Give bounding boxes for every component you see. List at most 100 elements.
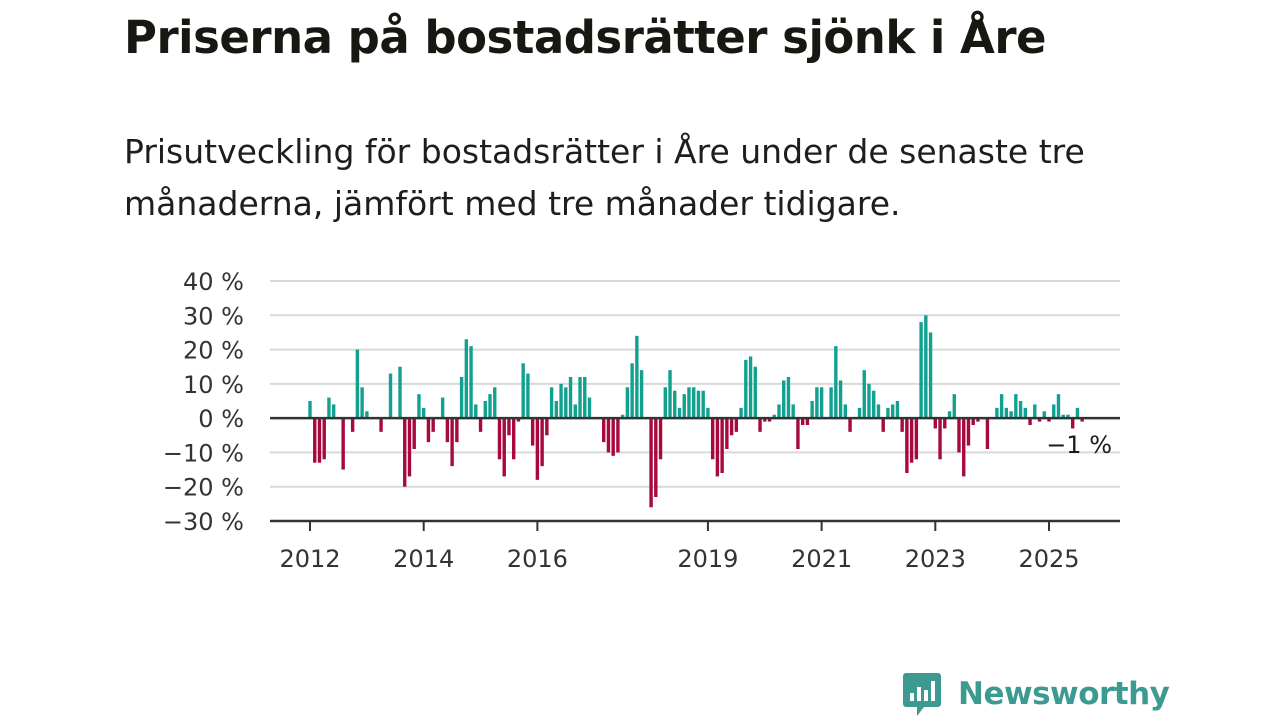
bar bbox=[947, 411, 952, 419]
bar bbox=[862, 370, 866, 419]
chart-title: Priserna på bostadsrätter sjönk i Åre bbox=[124, 11, 1047, 64]
bar bbox=[540, 418, 544, 467]
bar bbox=[545, 418, 549, 436]
bar bbox=[388, 373, 393, 419]
bar bbox=[1023, 407, 1028, 419]
y-tick-label: −20 % bbox=[163, 474, 244, 502]
bar bbox=[805, 418, 810, 425]
bar bbox=[682, 394, 686, 419]
bar bbox=[379, 418, 383, 432]
brand-name: Newsworthy bbox=[958, 676, 1170, 712]
x-tick-label: 2012 bbox=[279, 545, 340, 573]
bar bbox=[1061, 414, 1065, 419]
bar bbox=[1009, 411, 1013, 419]
bar bbox=[412, 418, 416, 449]
bar bbox=[1047, 418, 1051, 422]
bar bbox=[1042, 411, 1046, 419]
bar bbox=[772, 414, 776, 419]
x-tick-label: 2016 bbox=[507, 545, 568, 573]
gridlines bbox=[270, 280, 1120, 488]
bar bbox=[521, 363, 525, 419]
bar bbox=[526, 373, 530, 419]
bar bbox=[900, 418, 904, 432]
x-tick-label: 2025 bbox=[1018, 545, 1079, 573]
bar bbox=[791, 404, 795, 419]
y-tick-label: 30 % bbox=[183, 302, 244, 330]
bar bbox=[890, 404, 895, 419]
bar bbox=[706, 407, 710, 419]
bar bbox=[872, 390, 876, 419]
bar bbox=[493, 387, 497, 419]
bar bbox=[957, 418, 961, 453]
bar bbox=[692, 387, 696, 419]
bar bbox=[554, 401, 559, 419]
bar bbox=[512, 418, 516, 460]
bar bbox=[985, 418, 990, 449]
bar bbox=[905, 418, 909, 473]
bar bbox=[668, 370, 672, 419]
bar bbox=[909, 418, 914, 463]
bar bbox=[317, 418, 322, 463]
bar bbox=[876, 404, 881, 419]
bar bbox=[1028, 418, 1032, 425]
bar bbox=[739, 407, 743, 419]
bar bbox=[630, 363, 634, 419]
bar bbox=[729, 418, 734, 436]
bar bbox=[398, 366, 402, 419]
bar bbox=[829, 387, 833, 419]
y-tick-label: 40 % bbox=[183, 268, 244, 296]
bar bbox=[715, 418, 720, 477]
bar bbox=[744, 359, 748, 419]
bar bbox=[800, 418, 805, 425]
bar bbox=[995, 407, 999, 419]
bar bbox=[999, 394, 1004, 419]
bar bbox=[313, 418, 317, 463]
bar bbox=[421, 407, 426, 419]
bar bbox=[578, 377, 582, 419]
bar bbox=[658, 418, 663, 460]
x-axis-ticks: 2012 2014 2016 2019 2021 2023 2025 bbox=[279, 521, 1080, 573]
bar bbox=[767, 418, 772, 422]
bar bbox=[966, 418, 971, 446]
bar bbox=[620, 414, 625, 419]
brand: Newsworthy bbox=[902, 670, 1170, 718]
bar bbox=[786, 377, 791, 419]
bar bbox=[602, 418, 606, 443]
bar bbox=[663, 387, 667, 419]
bar bbox=[407, 418, 412, 477]
y-tick-label: 10 % bbox=[183, 371, 244, 399]
bar bbox=[857, 407, 862, 419]
bar bbox=[426, 418, 431, 443]
bar bbox=[1066, 414, 1070, 419]
bar bbox=[673, 390, 677, 419]
bar bbox=[535, 418, 540, 480]
bar bbox=[763, 418, 767, 422]
newsworthy-logo-icon bbox=[903, 673, 941, 716]
bar bbox=[710, 418, 715, 460]
bar bbox=[819, 387, 824, 419]
bar bbox=[815, 387, 819, 419]
bar bbox=[327, 397, 331, 419]
bar bbox=[616, 418, 620, 453]
bar bbox=[758, 418, 762, 432]
bar bbox=[625, 387, 630, 419]
bar bbox=[350, 418, 355, 432]
bar bbox=[696, 390, 701, 419]
bar bbox=[403, 418, 407, 487]
bar bbox=[474, 404, 478, 419]
bar bbox=[748, 356, 753, 419]
bar bbox=[507, 418, 511, 436]
bar bbox=[1052, 404, 1056, 419]
bar bbox=[568, 377, 573, 419]
bar bbox=[365, 411, 369, 419]
bar bbox=[782, 380, 786, 419]
y-tick-label: −10 % bbox=[163, 439, 244, 467]
bar bbox=[938, 418, 942, 460]
bar bbox=[502, 418, 506, 477]
bar bbox=[455, 418, 459, 443]
bar bbox=[919, 322, 923, 419]
y-axis-ticks: 40 % 30 % 20 % 10 % 0 % −10 % −20 % −30 % bbox=[163, 268, 244, 536]
bar bbox=[867, 383, 871, 419]
bar bbox=[497, 418, 502, 460]
